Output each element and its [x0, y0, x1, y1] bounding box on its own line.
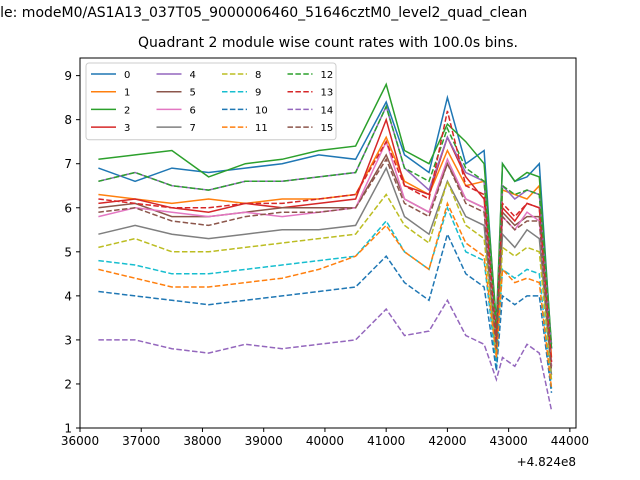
- series-line-12: [98, 104, 553, 349]
- y-axis: 1 2 3 4 5 6 7 8 9: [64, 69, 80, 436]
- y-tick-label: 8: [64, 113, 72, 127]
- legend-label-14: 14: [321, 105, 334, 116]
- legend-label-2: 2: [124, 105, 130, 116]
- x-tick-label: 42000: [428, 434, 466, 448]
- legend-label-7: 7: [190, 123, 196, 134]
- series-line-10: [98, 232, 553, 393]
- series-line-3: [98, 117, 553, 362]
- legend-label-3: 3: [124, 123, 130, 134]
- legend-label-9: 9: [255, 88, 261, 99]
- series-line-15: [98, 157, 553, 371]
- x-tick-label: 36000: [61, 434, 99, 448]
- series-line-7: [98, 166, 553, 376]
- legend-label-12: 12: [321, 70, 334, 81]
- y-tick-label: 6: [64, 201, 72, 215]
- figure-suptitle: n file: modeM0/AS1A13_037T05_9000006460_…: [0, 5, 528, 21]
- plot-lines: [98, 82, 553, 411]
- x-axis: 36000 37000 38000 39000 40000 41000 42000 43000…: [61, 428, 589, 448]
- legend-label-0: 0: [124, 70, 130, 81]
- y-tick-label: 9: [64, 69, 72, 83]
- series-line-9: [98, 205, 553, 389]
- legend-box: [85, 62, 337, 141]
- series-line-6: [98, 139, 553, 367]
- legend-label-15: 15: [321, 123, 334, 134]
- series-line-5: [98, 153, 553, 367]
- legend-label-10: 10: [255, 105, 268, 116]
- series-line-2: [98, 82, 553, 345]
- x-tick-label: 39000: [245, 434, 283, 448]
- x-tick-label: 44000: [551, 434, 589, 448]
- x-tick-label: 41000: [367, 434, 405, 448]
- x-offset-label: +4.824e8: [517, 455, 576, 469]
- y-tick-label: 5: [64, 245, 72, 259]
- legend-label-4: 4: [190, 70, 196, 81]
- legend-label-8: 8: [255, 70, 261, 81]
- y-tick-label: 1: [64, 422, 72, 436]
- series-line-14: [98, 298, 553, 411]
- series-line-13: [98, 110, 553, 362]
- x-tick-label: 37000: [122, 434, 160, 448]
- x-tick-label: 43000: [490, 434, 528, 448]
- x-tick-label: 38000: [183, 434, 221, 448]
- legend-label-1: 1: [124, 88, 130, 99]
- series-line-4: [98, 104, 553, 349]
- y-tick-label: 7: [64, 157, 72, 171]
- legend-label-11: 11: [255, 123, 268, 134]
- x-tick-label: 40000: [306, 434, 344, 448]
- legend-label-6: 6: [190, 105, 196, 116]
- chart-title: Quadrant 2 module wise count rates with …: [138, 35, 518, 51]
- legend-label-13: 13: [321, 88, 334, 99]
- y-tick-label: 2: [64, 377, 72, 391]
- series-line-11: [98, 201, 553, 389]
- plot-frame: [79, 57, 577, 429]
- legend-label-5: 5: [190, 88, 196, 99]
- y-tick-label: 4: [64, 289, 72, 303]
- y-tick-label: 3: [64, 333, 72, 347]
- series-line-8: [98, 179, 553, 380]
